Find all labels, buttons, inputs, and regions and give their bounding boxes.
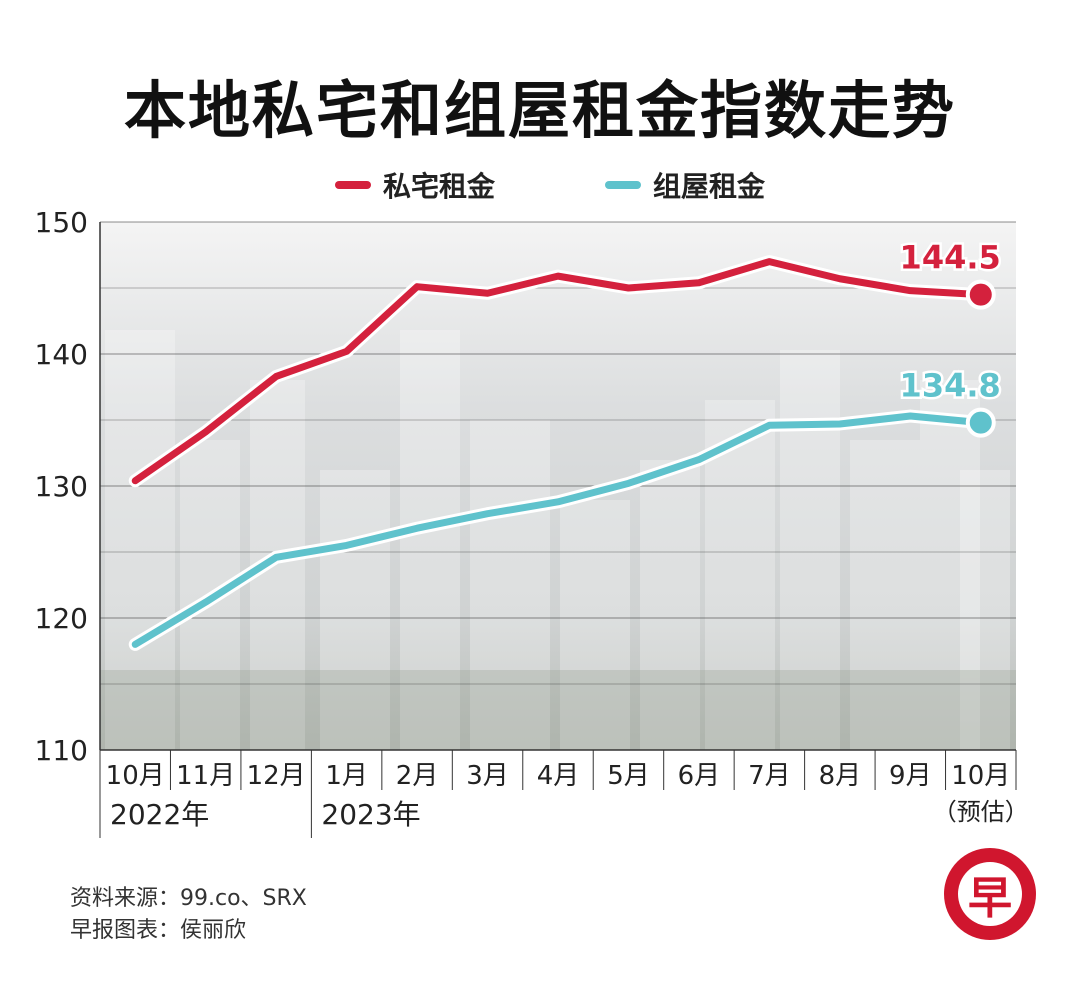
end-value-label-1: 134.8 (900, 367, 1001, 405)
data-point-1-8 (696, 457, 701, 462)
background-building-11 (920, 380, 980, 750)
legend-item-private: 私宅租金 (335, 165, 495, 205)
data-point-0-7 (626, 286, 631, 290)
year-label-0: 2022年 (110, 798, 209, 831)
data-point-1-5 (485, 511, 490, 516)
end-value-label-0: 144.5 (900, 239, 1001, 277)
y-tick-label-140: 140 (35, 338, 88, 371)
background-building-5 (470, 420, 550, 750)
source-note: 资料来源：99.co、SRX (70, 886, 307, 911)
x-tick-label-0: 10月 (106, 761, 165, 791)
data-point-1-6 (556, 499, 560, 504)
data-point-1-11 (908, 414, 913, 419)
background-trees (100, 670, 1016, 750)
legend-label-private: 私宅租金 (383, 170, 496, 203)
x-tick-label-5: 3月 (466, 761, 509, 791)
background-building-4 (400, 330, 460, 750)
data-point-1-1 (203, 600, 208, 605)
data-point-1-0 (133, 642, 138, 647)
x-tick-label-3: 1月 (325, 761, 368, 791)
x-tick-label-10: 8月 (819, 761, 862, 791)
data-point-0-0 (133, 478, 138, 483)
logo-char: 早 (958, 862, 1022, 926)
end-marker-0 (965, 279, 996, 310)
background-building-9 (780, 350, 840, 750)
data-point-1-9 (767, 423, 772, 428)
background-building-7 (640, 460, 700, 750)
y-tick-label-150: 150 (35, 206, 88, 239)
x-tick-label-1: 11月 (176, 761, 235, 791)
x-tick-label-6: 4月 (537, 761, 580, 791)
data-point-0-11 (908, 288, 913, 293)
background-building-3 (320, 470, 390, 750)
data-point-0-4 (415, 284, 420, 289)
background-building-0 (105, 330, 175, 750)
data-point-0-9 (767, 259, 772, 264)
legend-item-hdb: 组屋租金 (605, 165, 765, 205)
x-tick-label-8: 6月 (678, 761, 721, 791)
data-point-0-2 (274, 374, 279, 379)
data-point-0-5 (485, 291, 490, 296)
year-label-1: 2023年 (321, 798, 420, 831)
legend-label-hdb: 组屋租金 (653, 170, 766, 203)
data-point-0-6 (556, 274, 560, 279)
x-tick-label-12: 10月 (951, 761, 1010, 791)
background-buildings (100, 330, 1016, 750)
credit-note: 早报图表：侯丽欣 (70, 918, 247, 943)
x-tick-label-9: 7月 (748, 761, 791, 791)
background-building-10 (850, 440, 920, 750)
data-point-0-10 (837, 276, 842, 281)
chart-title: 本地私宅和组屋租金指数走势 (123, 74, 956, 147)
data-point-1-4 (415, 526, 420, 531)
x-tick-label-2: 12月 (247, 761, 306, 791)
x-tick-sublabel-12: （预估） (933, 798, 1029, 826)
y-tick-label-110: 110 (35, 734, 88, 767)
data-point-0-3 (344, 349, 349, 354)
end-marker-1 (965, 407, 996, 438)
legend-swatch-hdb (605, 181, 641, 189)
y-tick-label-120: 120 (35, 602, 88, 635)
legend-swatch-private (335, 181, 371, 189)
data-point-1-3 (344, 543, 349, 548)
zaobao-logo: 早 (944, 848, 1036, 940)
data-point-1-10 (837, 421, 842, 426)
x-tick-label-4: 2月 (396, 761, 439, 791)
background-building-12 (960, 470, 1010, 750)
y-tick-label-130: 130 (35, 470, 88, 503)
background-building-6 (560, 500, 630, 750)
legend: 私宅租金 组屋租金 (0, 165, 1080, 205)
data-point-1-2 (274, 555, 279, 560)
x-tick-label-7: 5月 (607, 761, 650, 791)
data-point-0-1 (203, 429, 208, 434)
data-point-1-7 (626, 481, 631, 486)
background-building-8 (705, 400, 775, 750)
data-point-0-8 (696, 280, 701, 285)
x-tick-label-11: 9月 (889, 761, 932, 791)
